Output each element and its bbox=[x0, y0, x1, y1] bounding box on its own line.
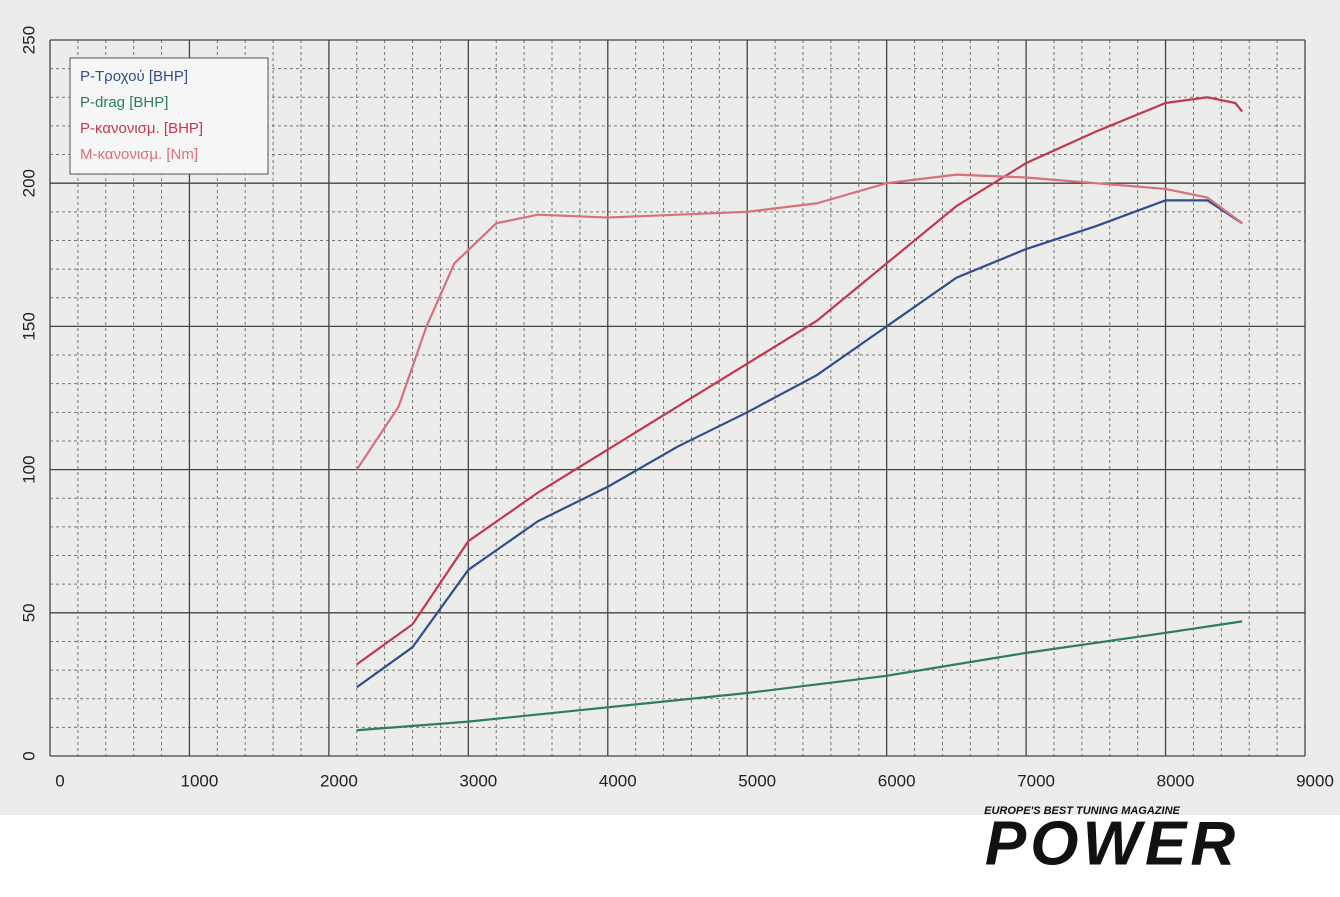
y-tick-label: 0 bbox=[19, 751, 38, 760]
logo-name: POWER bbox=[985, 809, 1239, 878]
y-tick-label: 200 bbox=[19, 169, 38, 197]
y-tick-label: 150 bbox=[19, 312, 38, 340]
x-tick-label: 9000 bbox=[1296, 771, 1334, 790]
series-line bbox=[356, 199, 1243, 689]
legend-box bbox=[69, 57, 269, 175]
x-tick-label: 6000 bbox=[878, 771, 916, 790]
x-tick-label: 1000 bbox=[181, 771, 219, 790]
y-tick-label: 50 bbox=[19, 603, 38, 622]
legend-entry: M-κανονισμ. [Nm] bbox=[80, 146, 198, 163]
x-tick-label: 7000 bbox=[1017, 771, 1055, 790]
y-tick-label: 250 bbox=[19, 26, 38, 54]
legend-entry: P-drag [BHP] bbox=[80, 94, 168, 111]
x-tick-label: 0 bbox=[55, 771, 64, 790]
y-tick-label: 100 bbox=[19, 455, 38, 483]
legend-entry: P-κανονισμ. [BHP] bbox=[80, 120, 203, 137]
legend-entry: P-Τροχού [BHP] bbox=[80, 68, 188, 85]
x-tick-label: 3000 bbox=[459, 771, 497, 790]
x-tick-label: 5000 bbox=[738, 771, 776, 790]
logo-tagline: EUROPE'S BEST TUNING MAGAZINE bbox=[984, 805, 1180, 817]
x-tick-label: 8000 bbox=[1157, 771, 1195, 790]
x-tick-label: 2000 bbox=[320, 771, 358, 790]
x-tick-label: 4000 bbox=[599, 771, 637, 790]
series-line bbox=[356, 620, 1243, 732]
series-line bbox=[356, 96, 1244, 666]
series-line bbox=[355, 173, 1243, 471]
